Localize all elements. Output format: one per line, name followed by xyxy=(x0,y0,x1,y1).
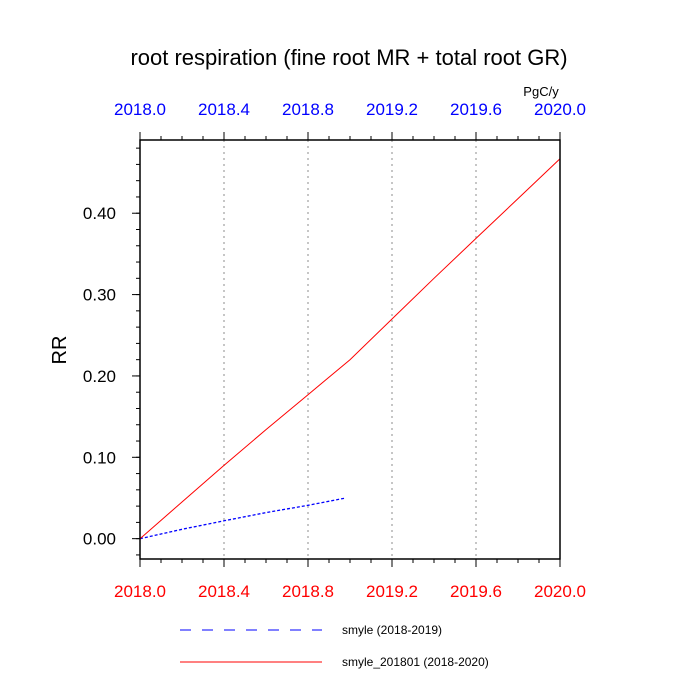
x-tick-label-bottom: 2019.2 xyxy=(366,582,418,601)
units-label: PgC/y xyxy=(523,84,559,99)
plot-frame xyxy=(139,139,561,560)
x-tick-label-top: 2018.0 xyxy=(114,100,166,119)
y-tick-label: 0.00 xyxy=(83,530,116,549)
legend-label-2: smyle_201801 (2018-2020) xyxy=(342,655,489,669)
plot-area xyxy=(139,158,561,540)
legend-label-1: smyle (2018-2019) xyxy=(342,623,442,637)
legend: smyle (2018-2019) smyle_201801 (2018-2020… xyxy=(180,623,489,669)
y-axis-label: RR xyxy=(49,336,71,365)
x-tick-label-top: 2018.8 xyxy=(282,100,334,119)
axis-ticks xyxy=(132,132,561,567)
x-tick-label-bottom: 2018.8 xyxy=(282,582,334,601)
x-tick-label-top: 2018.4 xyxy=(198,100,250,119)
tick-labels: 2018.0 2018.0 2018.4 2018.4 2018.8 2018.8 2019… xyxy=(83,100,586,601)
x-tick-label-top: 2019.6 xyxy=(450,100,502,119)
series-line-1 xyxy=(139,497,346,540)
x-tick-label-top: 2020.0 xyxy=(534,100,586,119)
y-tick-label: 0.40 xyxy=(83,204,116,223)
grid-lines xyxy=(223,140,477,559)
y-tick-label: 0.20 xyxy=(83,367,116,386)
chart-title: root respiration (fine root MR + total r… xyxy=(130,45,567,70)
x-tick-label-bottom: 2018.0 xyxy=(114,582,166,601)
y-tick-label: 0.10 xyxy=(83,448,116,467)
x-tick-label-top: 2019.2 xyxy=(366,100,418,119)
x-tick-label-bottom: 2019.6 xyxy=(450,582,502,601)
x-tick-label-bottom: 2018.4 xyxy=(198,582,250,601)
y-tick-label: 0.30 xyxy=(83,286,116,305)
series-line-2 xyxy=(139,158,561,540)
x-tick-label-bottom: 2020.0 xyxy=(534,582,586,601)
